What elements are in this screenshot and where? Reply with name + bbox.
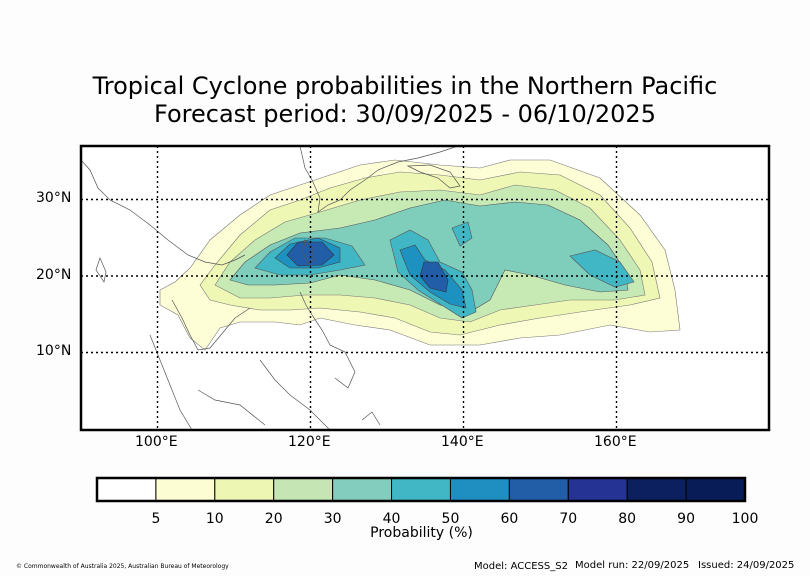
colorbar-tick-label: 20 bbox=[264, 511, 283, 527]
forecast-period: Forecast period: 30/09/2025 - 06/10/2025 bbox=[154, 100, 656, 128]
colorbar-tick-label: 100 bbox=[731, 511, 759, 527]
gridlines bbox=[81, 146, 769, 430]
colorbar-swatch bbox=[567, 477, 628, 502]
chart-title: Tropical Cyclone probabilities in the No… bbox=[92, 72, 718, 100]
lon-label-140e: 140°E bbox=[441, 434, 484, 450]
lon-label-160e: 160°E bbox=[594, 434, 637, 450]
colorbar-swatch bbox=[155, 477, 216, 502]
copyright-notice: © Commonwealth of Australia 2025, Austra… bbox=[16, 563, 229, 570]
colorbar-swatch bbox=[214, 477, 275, 502]
lat-label-20n: 20°N bbox=[36, 267, 72, 283]
model-name: Model: ACCESS_S2 bbox=[474, 561, 568, 572]
contour-60 bbox=[286, 241, 449, 293]
colorbar-tick-label: 80 bbox=[618, 511, 637, 527]
colorbar-tick-label: 90 bbox=[677, 511, 695, 527]
colorbar-swatch bbox=[626, 477, 687, 502]
colorbar-tick-label: 50 bbox=[441, 511, 460, 527]
colorbar-swatch bbox=[449, 477, 510, 502]
lon-label-120e: 120°E bbox=[288, 434, 331, 450]
colorbar-swatch bbox=[273, 477, 334, 502]
issued-date: Issued: 24/09/2025 bbox=[698, 560, 795, 571]
colorbar-frame bbox=[95, 476, 747, 503]
colorbar-tick-label: 70 bbox=[559, 511, 578, 527]
colorbar-tick-label: 5 bbox=[151, 511, 161, 527]
model-run-date: Model run: 22/09/2025 bbox=[575, 560, 690, 571]
colorbar-tick-label: 30 bbox=[323, 511, 342, 527]
colorbar-swatch bbox=[391, 477, 451, 502]
colorbar-label: Probability (%) bbox=[370, 525, 473, 541]
lon-label-100e: 100°E bbox=[135, 434, 178, 450]
colorbar-swatch bbox=[685, 477, 746, 502]
colorbar-tick-label: 40 bbox=[382, 511, 401, 527]
colorbar-tick-label: 60 bbox=[500, 511, 519, 527]
colorbar-tick-label: 10 bbox=[205, 511, 224, 527]
colorbar-swatch bbox=[508, 477, 569, 502]
coastlines bbox=[81, 146, 461, 430]
colorbar bbox=[96, 477, 746, 502]
colorbar-swatch bbox=[96, 477, 157, 502]
map-frame bbox=[79, 144, 771, 432]
probability-contours bbox=[159, 159, 681, 351]
lat-label-10n: 10°N bbox=[36, 343, 72, 359]
lat-label-30n: 30°N bbox=[36, 190, 72, 206]
colorbar-swatch bbox=[332, 477, 393, 502]
